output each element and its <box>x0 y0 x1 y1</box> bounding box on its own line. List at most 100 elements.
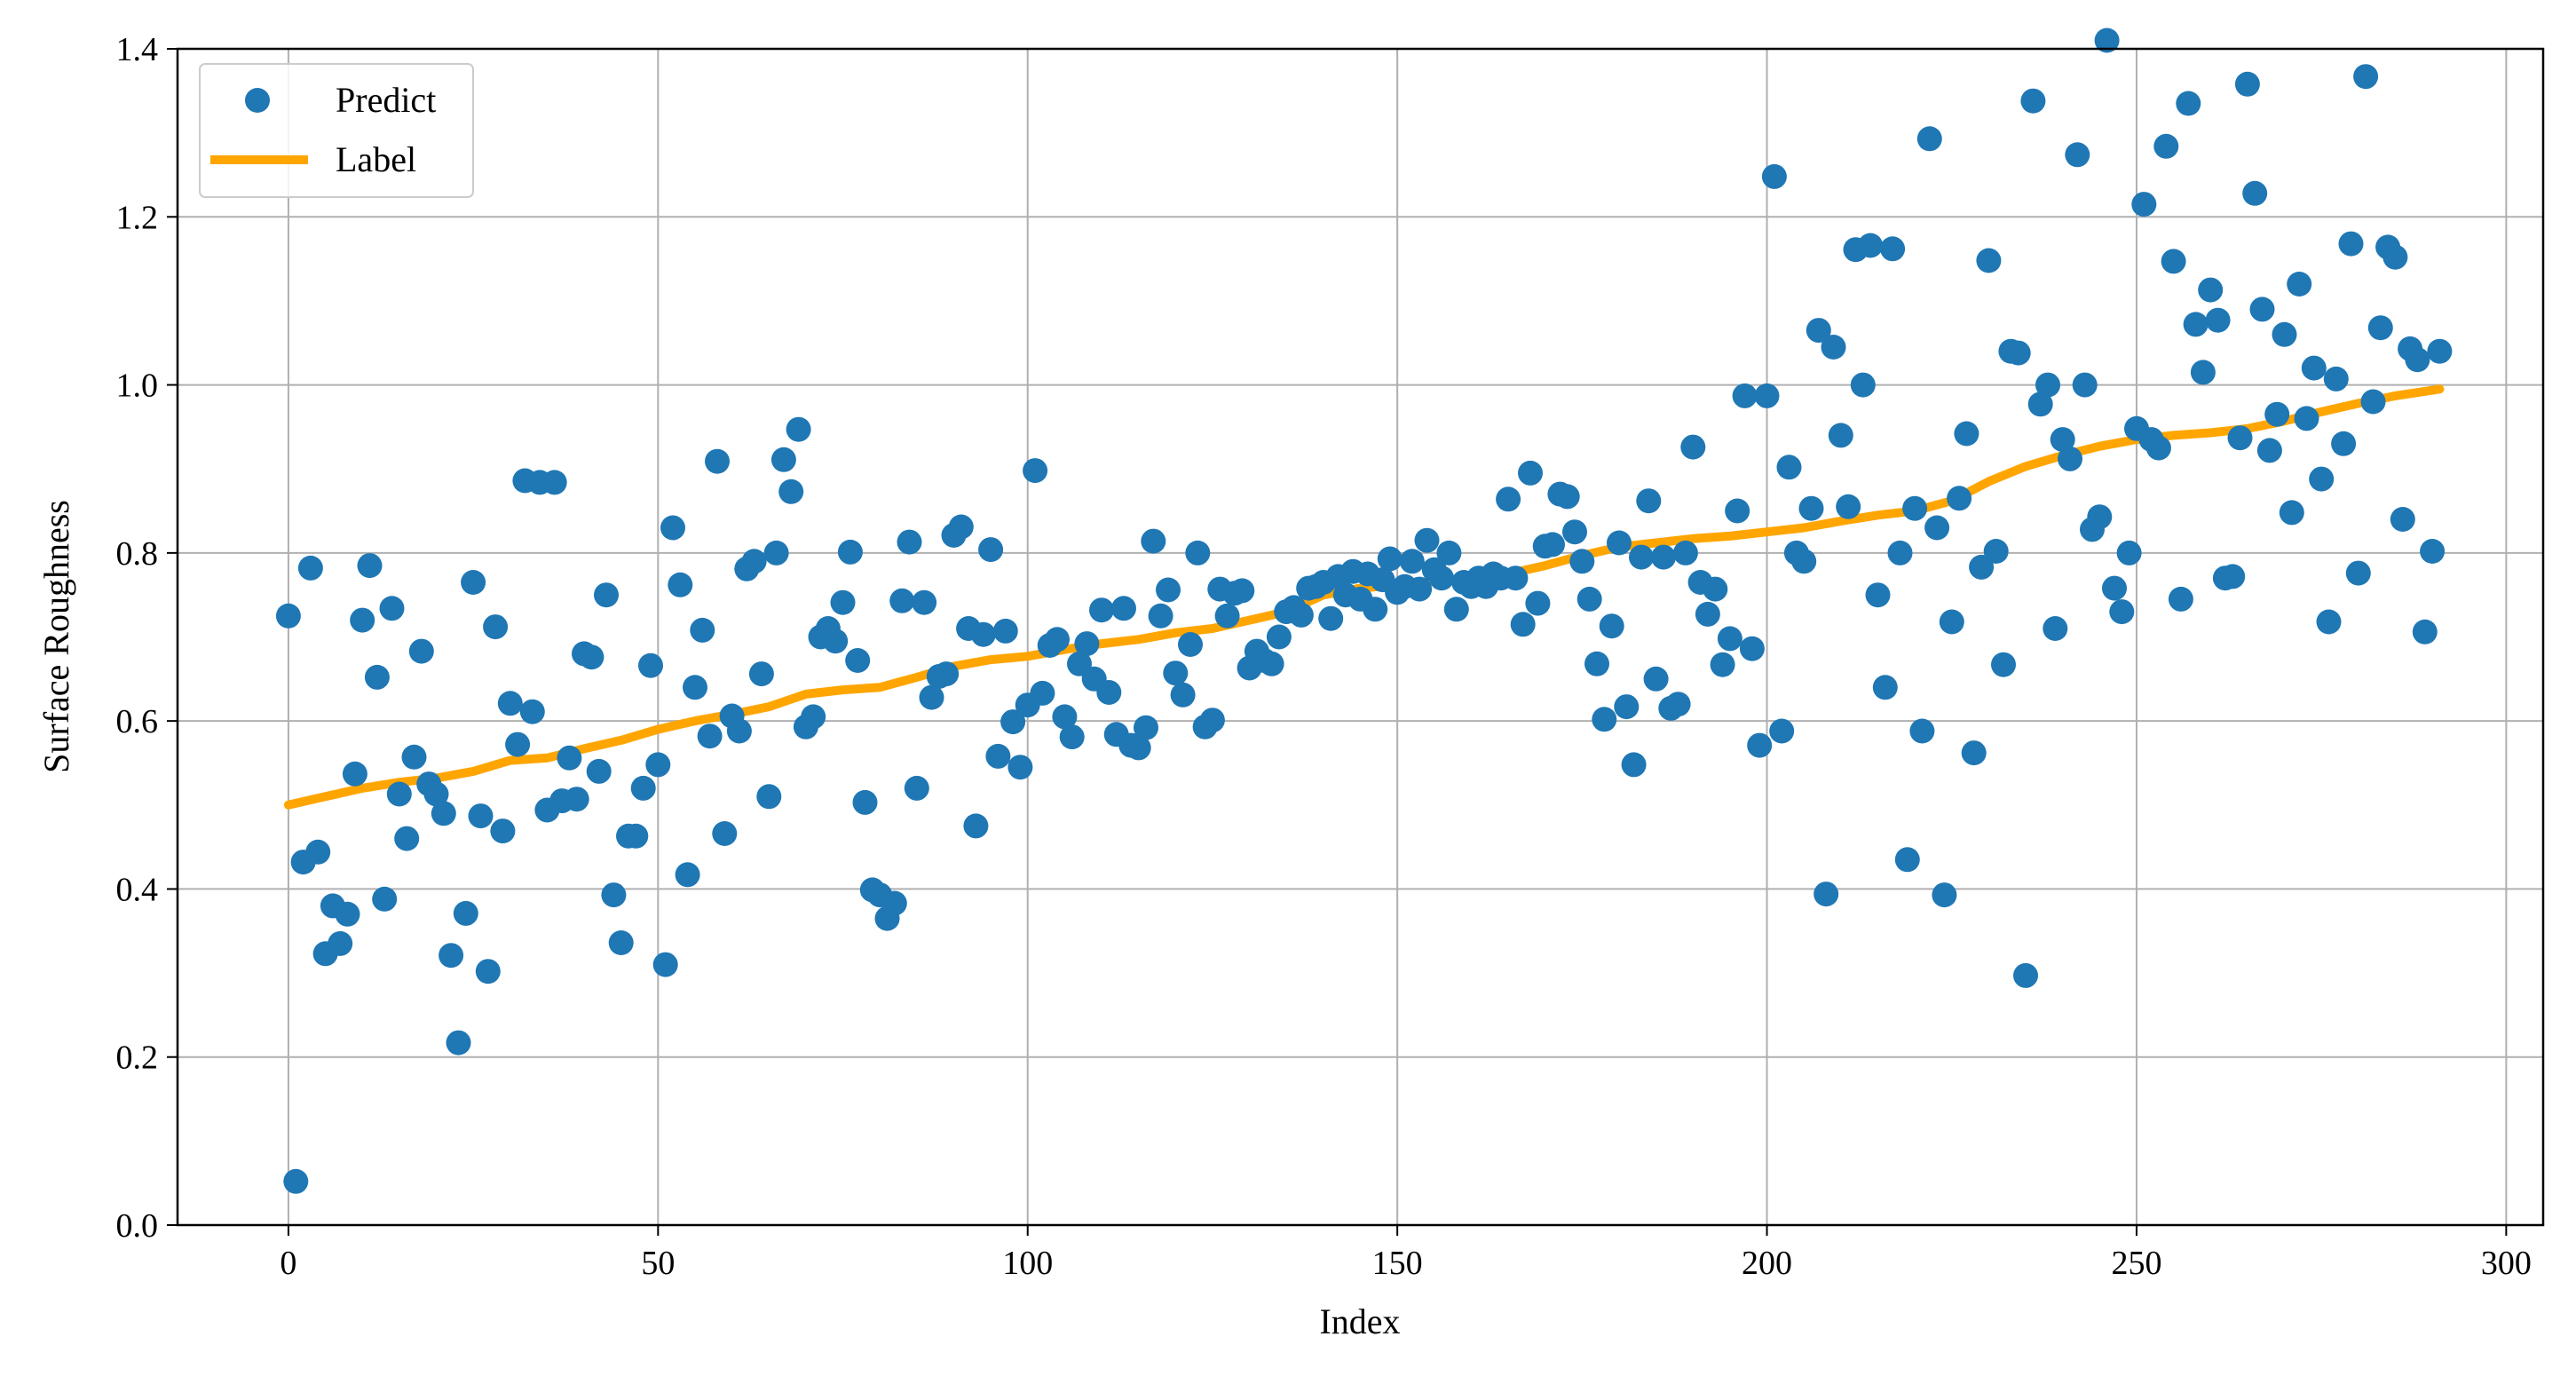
predict-point <box>2294 406 2319 431</box>
predict-point <box>2367 315 2393 341</box>
predict-point <box>660 515 685 541</box>
predict-point <box>2331 431 2357 456</box>
x-tick-label: 100 <box>1002 1245 1053 1282</box>
predict-point <box>1377 546 1403 572</box>
predict-point <box>541 470 567 495</box>
predict-point <box>594 582 619 608</box>
predict-point <box>652 952 678 977</box>
predict-point <box>1828 423 1853 448</box>
predict-point <box>830 589 856 615</box>
predict-point <box>1052 704 1078 730</box>
predict-point <box>712 821 738 846</box>
predict-point <box>1185 540 1211 565</box>
predict-point <box>2390 507 2415 532</box>
predict-point <box>2405 347 2430 373</box>
predict-point <box>904 775 929 801</box>
predict-point <box>490 818 516 844</box>
predict-point <box>497 691 523 716</box>
predict-point <box>1916 126 1942 152</box>
predict-point <box>1821 335 1846 360</box>
predict-point <box>1518 460 1543 486</box>
y-tick-label: 0.2 <box>116 1040 159 1077</box>
predict-point <box>1894 847 1920 873</box>
predict-point <box>1614 694 1640 720</box>
plot-background <box>178 49 2543 1225</box>
predict-point <box>1643 666 1669 692</box>
predict-point <box>2183 312 2209 337</box>
predict-point <box>1436 540 1462 565</box>
predict-point <box>461 570 486 595</box>
predict-point <box>1887 540 1913 565</box>
y-tick-label: 0.4 <box>116 871 159 908</box>
predict-point <box>912 589 937 615</box>
predict-point <box>1865 582 1891 608</box>
predict-point <box>1023 458 1048 484</box>
predict-point <box>675 862 700 888</box>
predict-point <box>357 553 383 579</box>
predict-point <box>2145 435 2171 461</box>
predict-point <box>823 629 849 654</box>
predict-point <box>328 930 353 956</box>
predict-point <box>2301 355 2327 381</box>
predict-point <box>483 614 509 640</box>
predict-point <box>1229 578 1255 604</box>
y-tick-label: 1.4 <box>116 31 159 68</box>
predict-point <box>2338 231 2364 257</box>
predict-point <box>741 549 767 574</box>
predict-point <box>705 448 730 474</box>
predict-point <box>985 743 1011 769</box>
predict-point <box>683 675 707 700</box>
x-tick-label: 250 <box>2111 1245 2161 1282</box>
predict-point <box>2323 366 2349 391</box>
predict-point <box>1924 515 1950 541</box>
predict-point <box>335 901 360 927</box>
predict-point <box>275 603 301 629</box>
predict-point <box>1983 539 2009 564</box>
predict-point <box>2058 446 2082 471</box>
predict-point <box>1902 495 1928 521</box>
predict-point <box>2287 272 2312 297</box>
predict-point <box>2116 540 2142 565</box>
x-axis-label: Index <box>1319 1301 1400 1341</box>
predict-point <box>2242 180 2268 206</box>
predict-point <box>2264 401 2290 427</box>
predict-point <box>2161 249 2186 274</box>
predict-point <box>1510 612 1536 637</box>
predict-point <box>2153 133 2179 159</box>
predict-point <box>2234 71 2260 97</box>
y-tick-label: 0.6 <box>116 703 159 740</box>
predict-point <box>446 1030 471 1056</box>
predict-point <box>1732 383 1758 408</box>
predict-point <box>2427 338 2453 364</box>
predict-point <box>1148 603 1173 629</box>
predict-point <box>1836 494 1861 519</box>
legend-predict-label: Predict <box>336 80 436 120</box>
predict-point <box>1791 549 1817 574</box>
predict-point <box>1089 597 1114 623</box>
predict-point <box>394 826 420 851</box>
predict-point <box>2190 360 2216 385</box>
predict-point <box>1141 528 1166 554</box>
predict-point <box>2102 575 2127 601</box>
predict-point <box>630 775 656 801</box>
predict-point <box>2176 91 2201 116</box>
predict-point <box>2005 340 2031 366</box>
predict-point <box>1621 752 1647 778</box>
predict-point <box>586 758 612 784</box>
predict-point <box>2168 586 2193 612</box>
predict-point <box>2249 297 2275 322</box>
predict-point <box>2382 244 2408 270</box>
y-tick-label: 0.8 <box>116 535 159 573</box>
predict-point <box>342 761 367 787</box>
predict-point <box>1880 236 1906 262</box>
predict-point <box>283 1168 309 1194</box>
predict-point <box>1976 248 2002 273</box>
predict-point <box>1318 605 1344 631</box>
predict-point <box>2087 504 2113 530</box>
predict-point <box>579 645 604 670</box>
plot-frame <box>176 47 2545 1227</box>
x-axis-ticks: 0 50 100 150 200 250 300 <box>280 1225 2532 1282</box>
predict-point <box>1665 692 1691 717</box>
predict-point <box>386 781 412 807</box>
